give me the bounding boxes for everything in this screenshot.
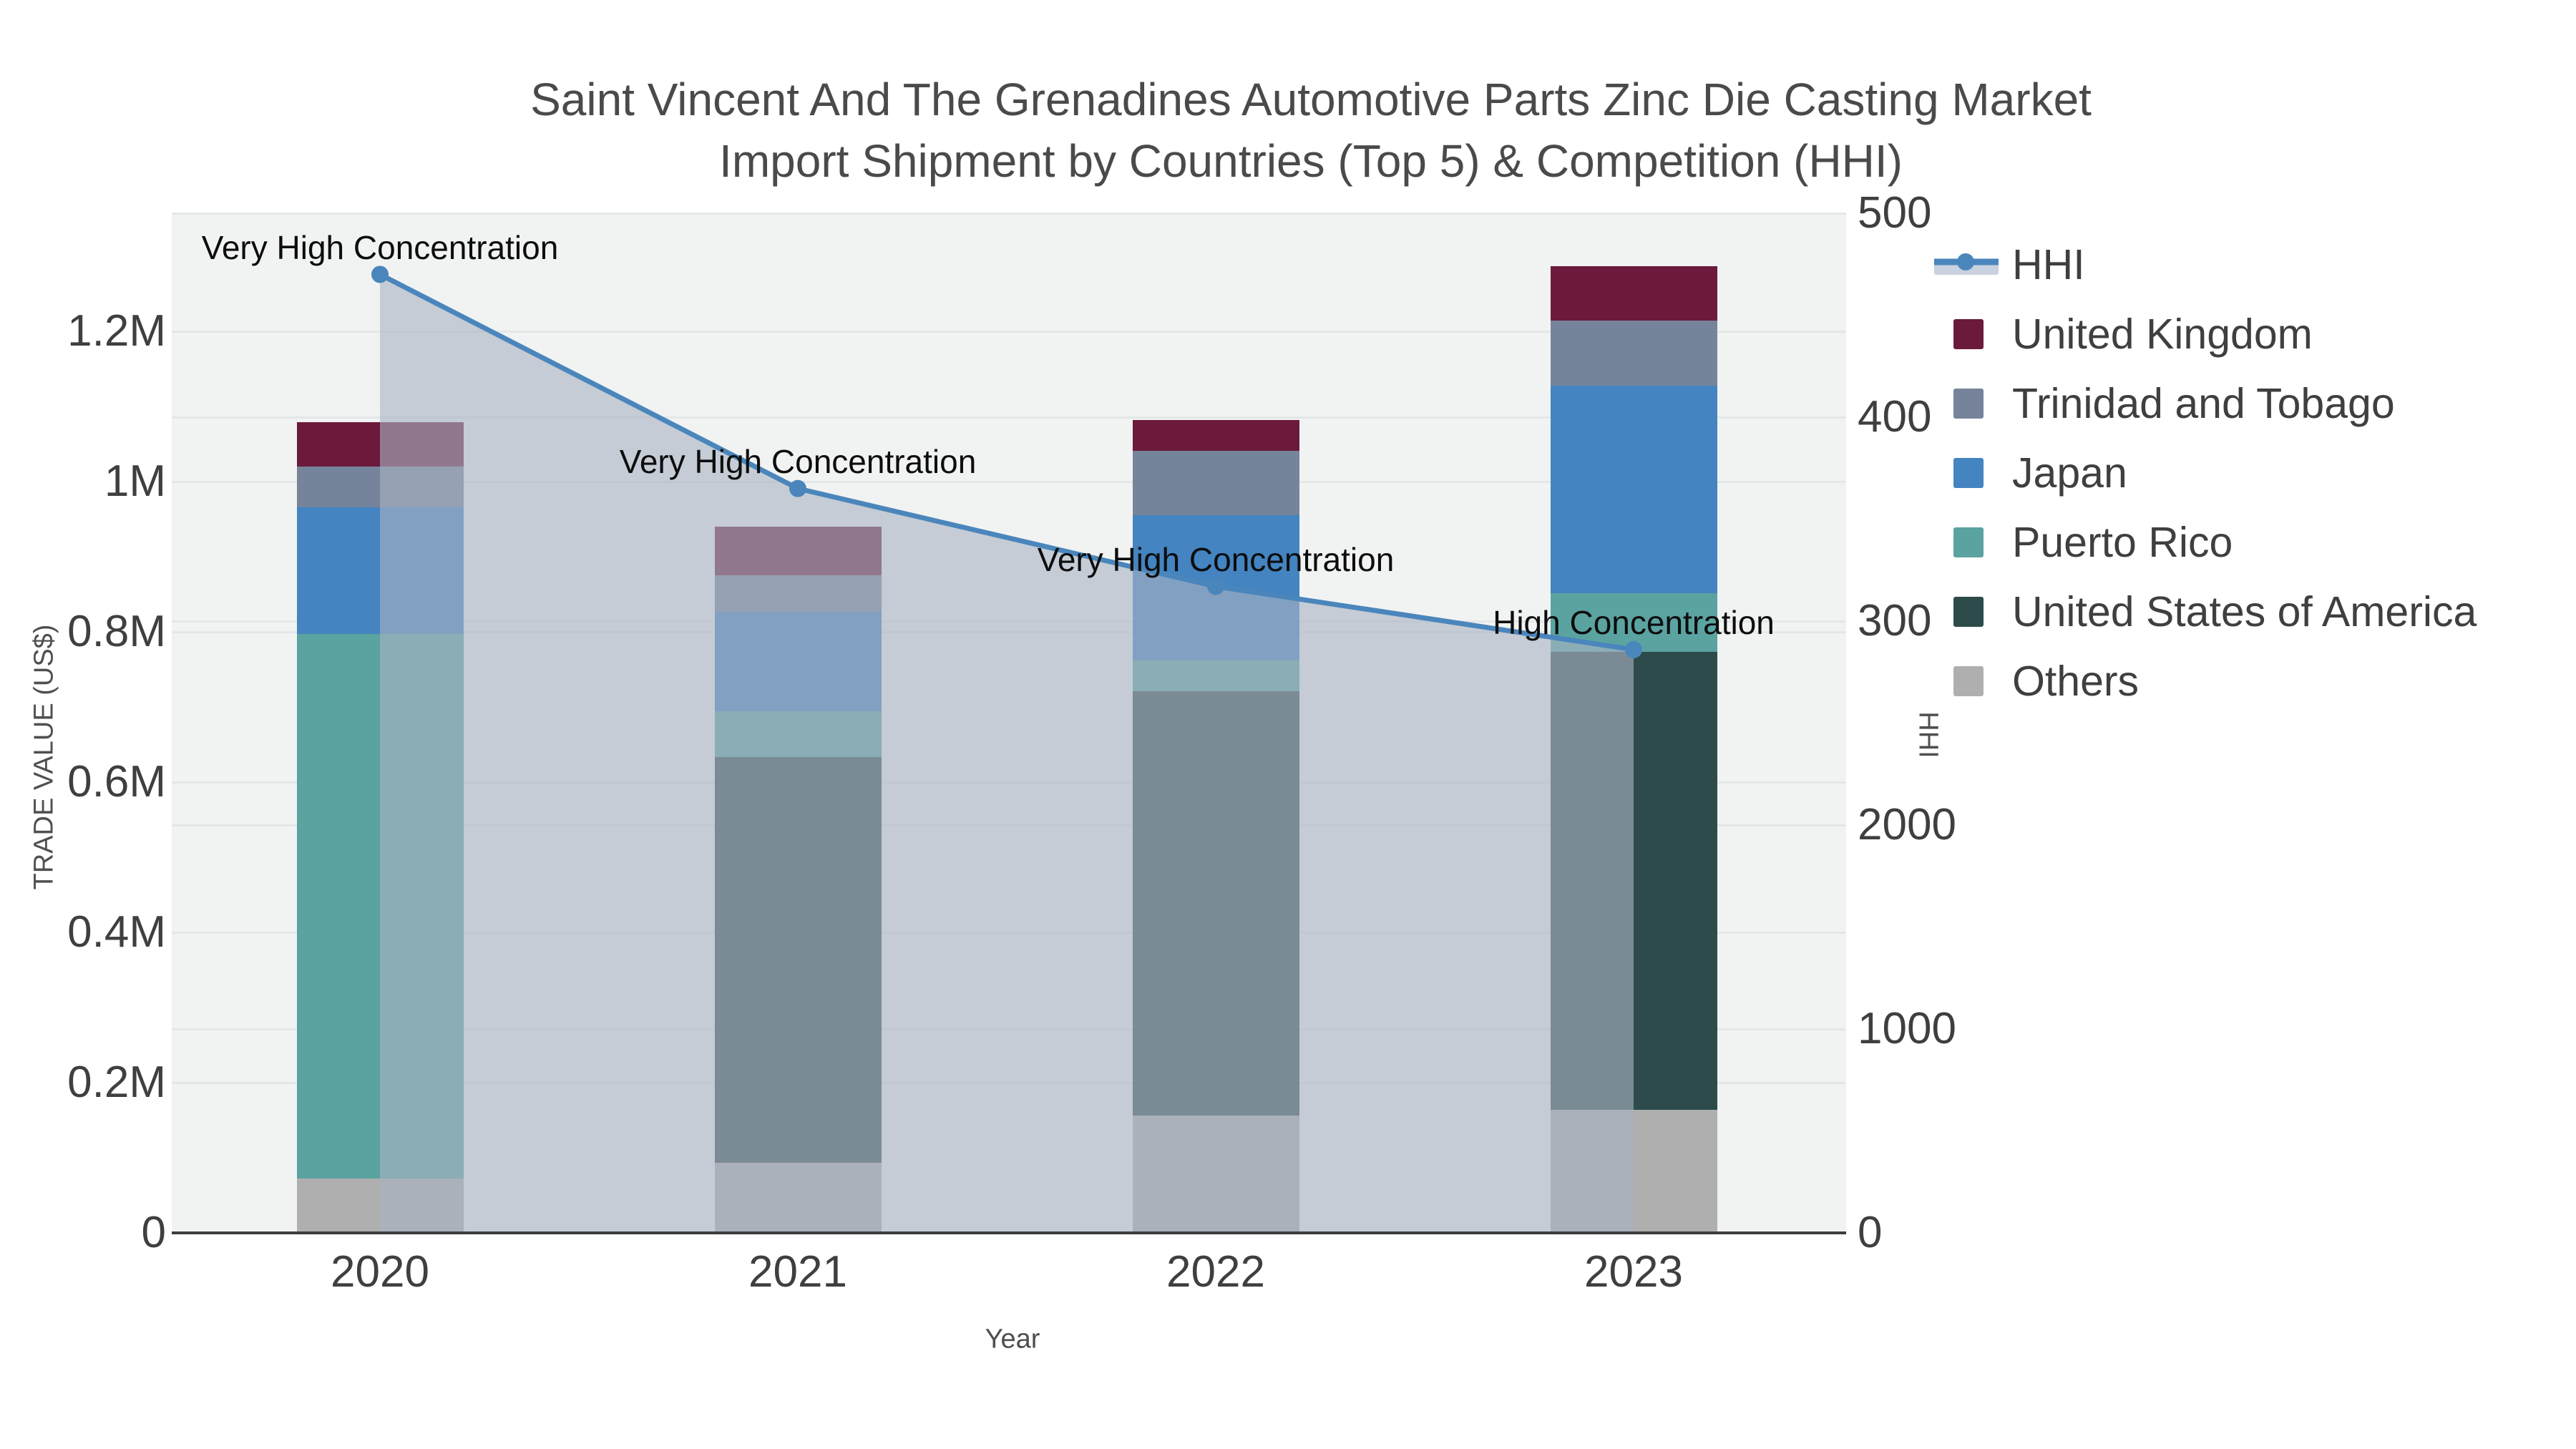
y-right-tick-500: 500 xyxy=(1858,188,1932,238)
bar-segment-united-kingdom-2022[interactable] xyxy=(1133,419,1299,451)
legend-swatch-others xyxy=(1953,666,1984,696)
legend-label-puerto-rico[interactable]: Puerto Rico xyxy=(2012,519,2233,566)
y-right-tick-0: 0 xyxy=(1858,1208,1883,1257)
gridline-hhi-500 xyxy=(172,213,1846,215)
y-left-tick-0: 0 xyxy=(141,1208,166,1257)
y-left-tick-1M: 1M xyxy=(104,457,166,506)
y-left-tick-1.2M: 1.2M xyxy=(67,306,166,356)
legend-swatch-puerto-rico xyxy=(1953,527,1984,557)
x-tick-2021: 2021 xyxy=(748,1247,847,1297)
y-right-tick-2000: 2000 xyxy=(1858,800,1956,849)
chart-title-line1: Saint Vincent And The Grenadines Automot… xyxy=(530,74,2092,125)
gridline-hhi-400 xyxy=(172,416,1846,419)
hhi-marker-2020[interactable] xyxy=(371,265,389,283)
bar-segment-trinidad-and-tobago-2023[interactable] xyxy=(1551,321,1717,386)
y-left-tick-0.6M: 0.6M xyxy=(67,757,166,806)
hhi-marker-2022[interactable] xyxy=(1207,577,1224,595)
x-tick-2020: 2020 xyxy=(331,1247,429,1297)
chart-title-line2: Import Shipment by Countries (Top 5) & C… xyxy=(719,135,1903,187)
bar-segment-trinidad-and-tobago-2022[interactable] xyxy=(1133,450,1299,516)
gridline-trade-1M xyxy=(172,481,1846,483)
x-tick-2022: 2022 xyxy=(1166,1247,1265,1297)
legend-swatch-japan xyxy=(1953,458,1984,488)
hhi-marker-2023[interactable] xyxy=(1625,640,1642,658)
annotation-2020: Very High Concentration xyxy=(201,228,559,266)
annotation-2023: High Concentration xyxy=(1493,603,1775,641)
y-axis-right-title: HHI xyxy=(1913,711,1943,758)
legend-label-trinidad-and-tobago[interactable]: Trinidad and Tobago xyxy=(2012,380,2395,427)
y-left-tick-0.8M: 0.8M xyxy=(67,607,166,656)
annotation-2021: Very High Concentration xyxy=(619,442,977,480)
bar-segment-japan-2023[interactable] xyxy=(1551,385,1717,594)
legend-swatch-united-kingdom xyxy=(1953,319,1984,349)
x-tick-2023: 2023 xyxy=(1584,1247,1683,1297)
hhi-area-fill xyxy=(380,274,1634,1233)
hhi-marker-2021[interactable] xyxy=(789,479,806,497)
legend-label-hhi[interactable]: HHI xyxy=(2012,241,2085,288)
legend-label-japan[interactable]: Japan xyxy=(2012,449,2127,497)
legend-swatch-united-states-of-america xyxy=(1953,597,1984,627)
y-right-tick-300: 300 xyxy=(1858,596,1932,645)
bar-segment-united-kingdom-2023[interactable] xyxy=(1551,265,1717,321)
x-axis-title: Year xyxy=(985,1324,1040,1355)
legend-label-united-states-of-america[interactable]: United States of America xyxy=(2012,588,2477,635)
annotation-2022: Very High Concentration xyxy=(1037,540,1395,578)
y-axis-left-title: TRADE VALUE (US$) xyxy=(29,624,59,890)
y-right-tick-400: 400 xyxy=(1858,392,1932,441)
legend-label-united-kingdom[interactable]: United Kingdom xyxy=(2012,311,2313,358)
x-axis-line xyxy=(172,1231,1846,1234)
gridline-trade-1.2M xyxy=(172,331,1846,333)
y-right-tick-1000: 1000 xyxy=(1858,1004,1956,1053)
hhi-line xyxy=(379,272,1634,653)
legend-label-others[interactable]: Others xyxy=(2012,658,2140,705)
y-left-tick-0.4M: 0.4M xyxy=(67,907,166,957)
legend-swatch-trinidad-and-tobago xyxy=(1953,389,1984,419)
hhi-legend-icon xyxy=(1934,253,1999,275)
y-left-tick-0.2M: 0.2M xyxy=(67,1058,166,1107)
